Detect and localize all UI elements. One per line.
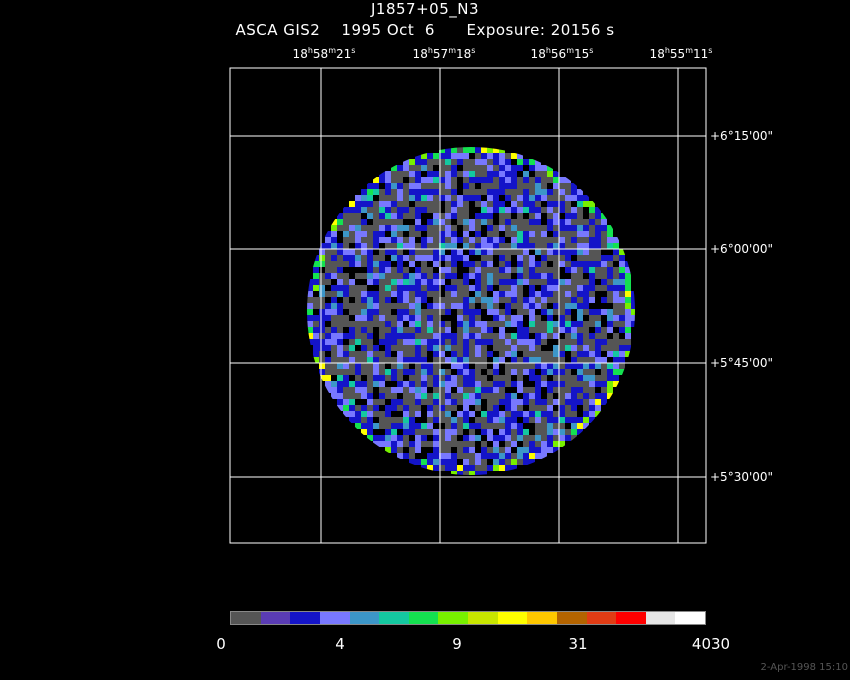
colorbar-swatch-8 bbox=[468, 612, 498, 624]
ra-label-2: 18h57m18s bbox=[412, 46, 476, 61]
colorbar-swatch-14 bbox=[645, 612, 676, 624]
timestamp-stamp: 2-Apr-1998 15:10 bbox=[760, 662, 848, 673]
ra-label-4: 18h55m11s bbox=[649, 46, 713, 61]
colorbar-swatch-3 bbox=[319, 612, 350, 624]
colorbar-tick-1: 4 bbox=[335, 635, 345, 653]
colorbar-swatch-7 bbox=[438, 612, 468, 624]
colorbar-swatch-12 bbox=[586, 612, 617, 624]
ra-label-3: 18h56m15s bbox=[530, 46, 594, 61]
image-title: J1857+05_N3 bbox=[370, 0, 480, 18]
dec-label-3: +5°45'00" bbox=[710, 356, 774, 370]
dec-label-4: +5°30'00" bbox=[710, 470, 774, 484]
colorbar-swatch-6 bbox=[408, 612, 439, 624]
colorbar-swatch-10 bbox=[527, 612, 557, 624]
colorbar-swatch-0 bbox=[231, 612, 261, 624]
ra-label-1: 18h58m21s bbox=[292, 46, 356, 61]
detector-image bbox=[307, 147, 635, 475]
color-scale-bar bbox=[230, 611, 706, 625]
colorbar-tick-0: 0 bbox=[216, 635, 226, 653]
colorbar-tick-4: 4030 bbox=[691, 635, 731, 653]
dec-label-1: +6°15'00" bbox=[710, 129, 774, 143]
colorbar-swatch-11 bbox=[556, 612, 587, 624]
colorbar-swatch-5 bbox=[379, 612, 409, 624]
colorbar-swatch-9 bbox=[497, 612, 528, 624]
colorbar-swatch-2 bbox=[290, 612, 320, 624]
colorbar-swatch-15 bbox=[675, 612, 705, 624]
colorbar-tick-2: 9 bbox=[452, 635, 462, 653]
coordinate-grid bbox=[230, 68, 706, 543]
image-subtitle: ASCA GIS2 1995 Oct 6 Exposure: 20156 s bbox=[235, 21, 615, 39]
colorbar-swatch-13 bbox=[616, 612, 646, 624]
colorbar-swatch-4 bbox=[349, 612, 380, 624]
colorbar-tick-3: 31 bbox=[568, 635, 588, 653]
dec-label-2: +6°00'00" bbox=[710, 242, 774, 256]
colorbar-swatch-1 bbox=[260, 612, 291, 624]
